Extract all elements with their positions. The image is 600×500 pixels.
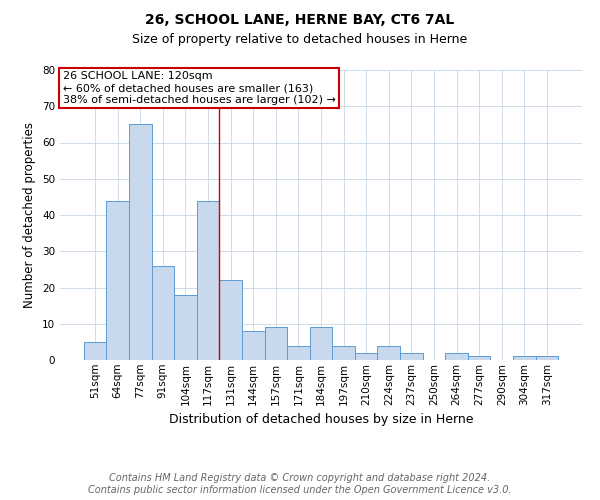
Bar — [242, 331, 265, 360]
Bar — [400, 353, 422, 360]
Bar — [84, 342, 106, 360]
Bar — [468, 356, 490, 360]
Text: Contains HM Land Registry data © Crown copyright and database right 2024.
Contai: Contains HM Land Registry data © Crown c… — [88, 474, 512, 495]
Bar — [265, 328, 287, 360]
Bar — [445, 353, 468, 360]
Bar — [106, 200, 129, 360]
Bar — [152, 266, 174, 360]
Text: Size of property relative to detached houses in Herne: Size of property relative to detached ho… — [133, 32, 467, 46]
Text: 26, SCHOOL LANE, HERNE BAY, CT6 7AL: 26, SCHOOL LANE, HERNE BAY, CT6 7AL — [145, 12, 455, 26]
Bar — [377, 346, 400, 360]
X-axis label: Distribution of detached houses by size in Herne: Distribution of detached houses by size … — [169, 413, 473, 426]
Bar — [332, 346, 355, 360]
Bar — [355, 353, 377, 360]
Bar — [513, 356, 536, 360]
Bar — [536, 356, 558, 360]
Text: 26 SCHOOL LANE: 120sqm
← 60% of detached houses are smaller (163)
38% of semi-de: 26 SCHOOL LANE: 120sqm ← 60% of detached… — [62, 72, 335, 104]
Bar — [129, 124, 152, 360]
Bar — [174, 294, 197, 360]
Bar — [287, 346, 310, 360]
Bar — [197, 200, 220, 360]
Bar — [310, 328, 332, 360]
Bar — [220, 280, 242, 360]
Y-axis label: Number of detached properties: Number of detached properties — [23, 122, 37, 308]
